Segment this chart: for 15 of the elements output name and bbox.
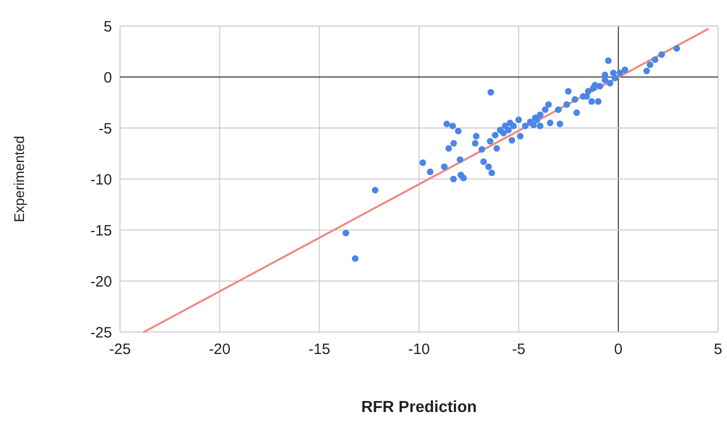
y-tick-label: -10	[90, 171, 112, 188]
x-tick-label: -20	[208, 341, 231, 358]
x-tick-label: -5	[512, 341, 526, 358]
y-tick-label: -20	[90, 273, 112, 290]
x-tick-label: -10	[408, 341, 430, 358]
x-tick-label: -15	[308, 341, 330, 358]
x-axis-title: RFR Prediction	[361, 399, 477, 416]
x-tick-label: 0	[614, 341, 623, 358]
y-tick-label: 0	[104, 69, 112, 86]
x-tick-label: 5	[714, 341, 722, 358]
y-tick-label: 5	[104, 18, 112, 36]
y-tick-label: -25	[90, 324, 112, 342]
y-tick-label: -15	[90, 222, 112, 240]
y-tick-label: -5	[98, 120, 112, 138]
y-axis-title: Experimented	[11, 136, 27, 222]
